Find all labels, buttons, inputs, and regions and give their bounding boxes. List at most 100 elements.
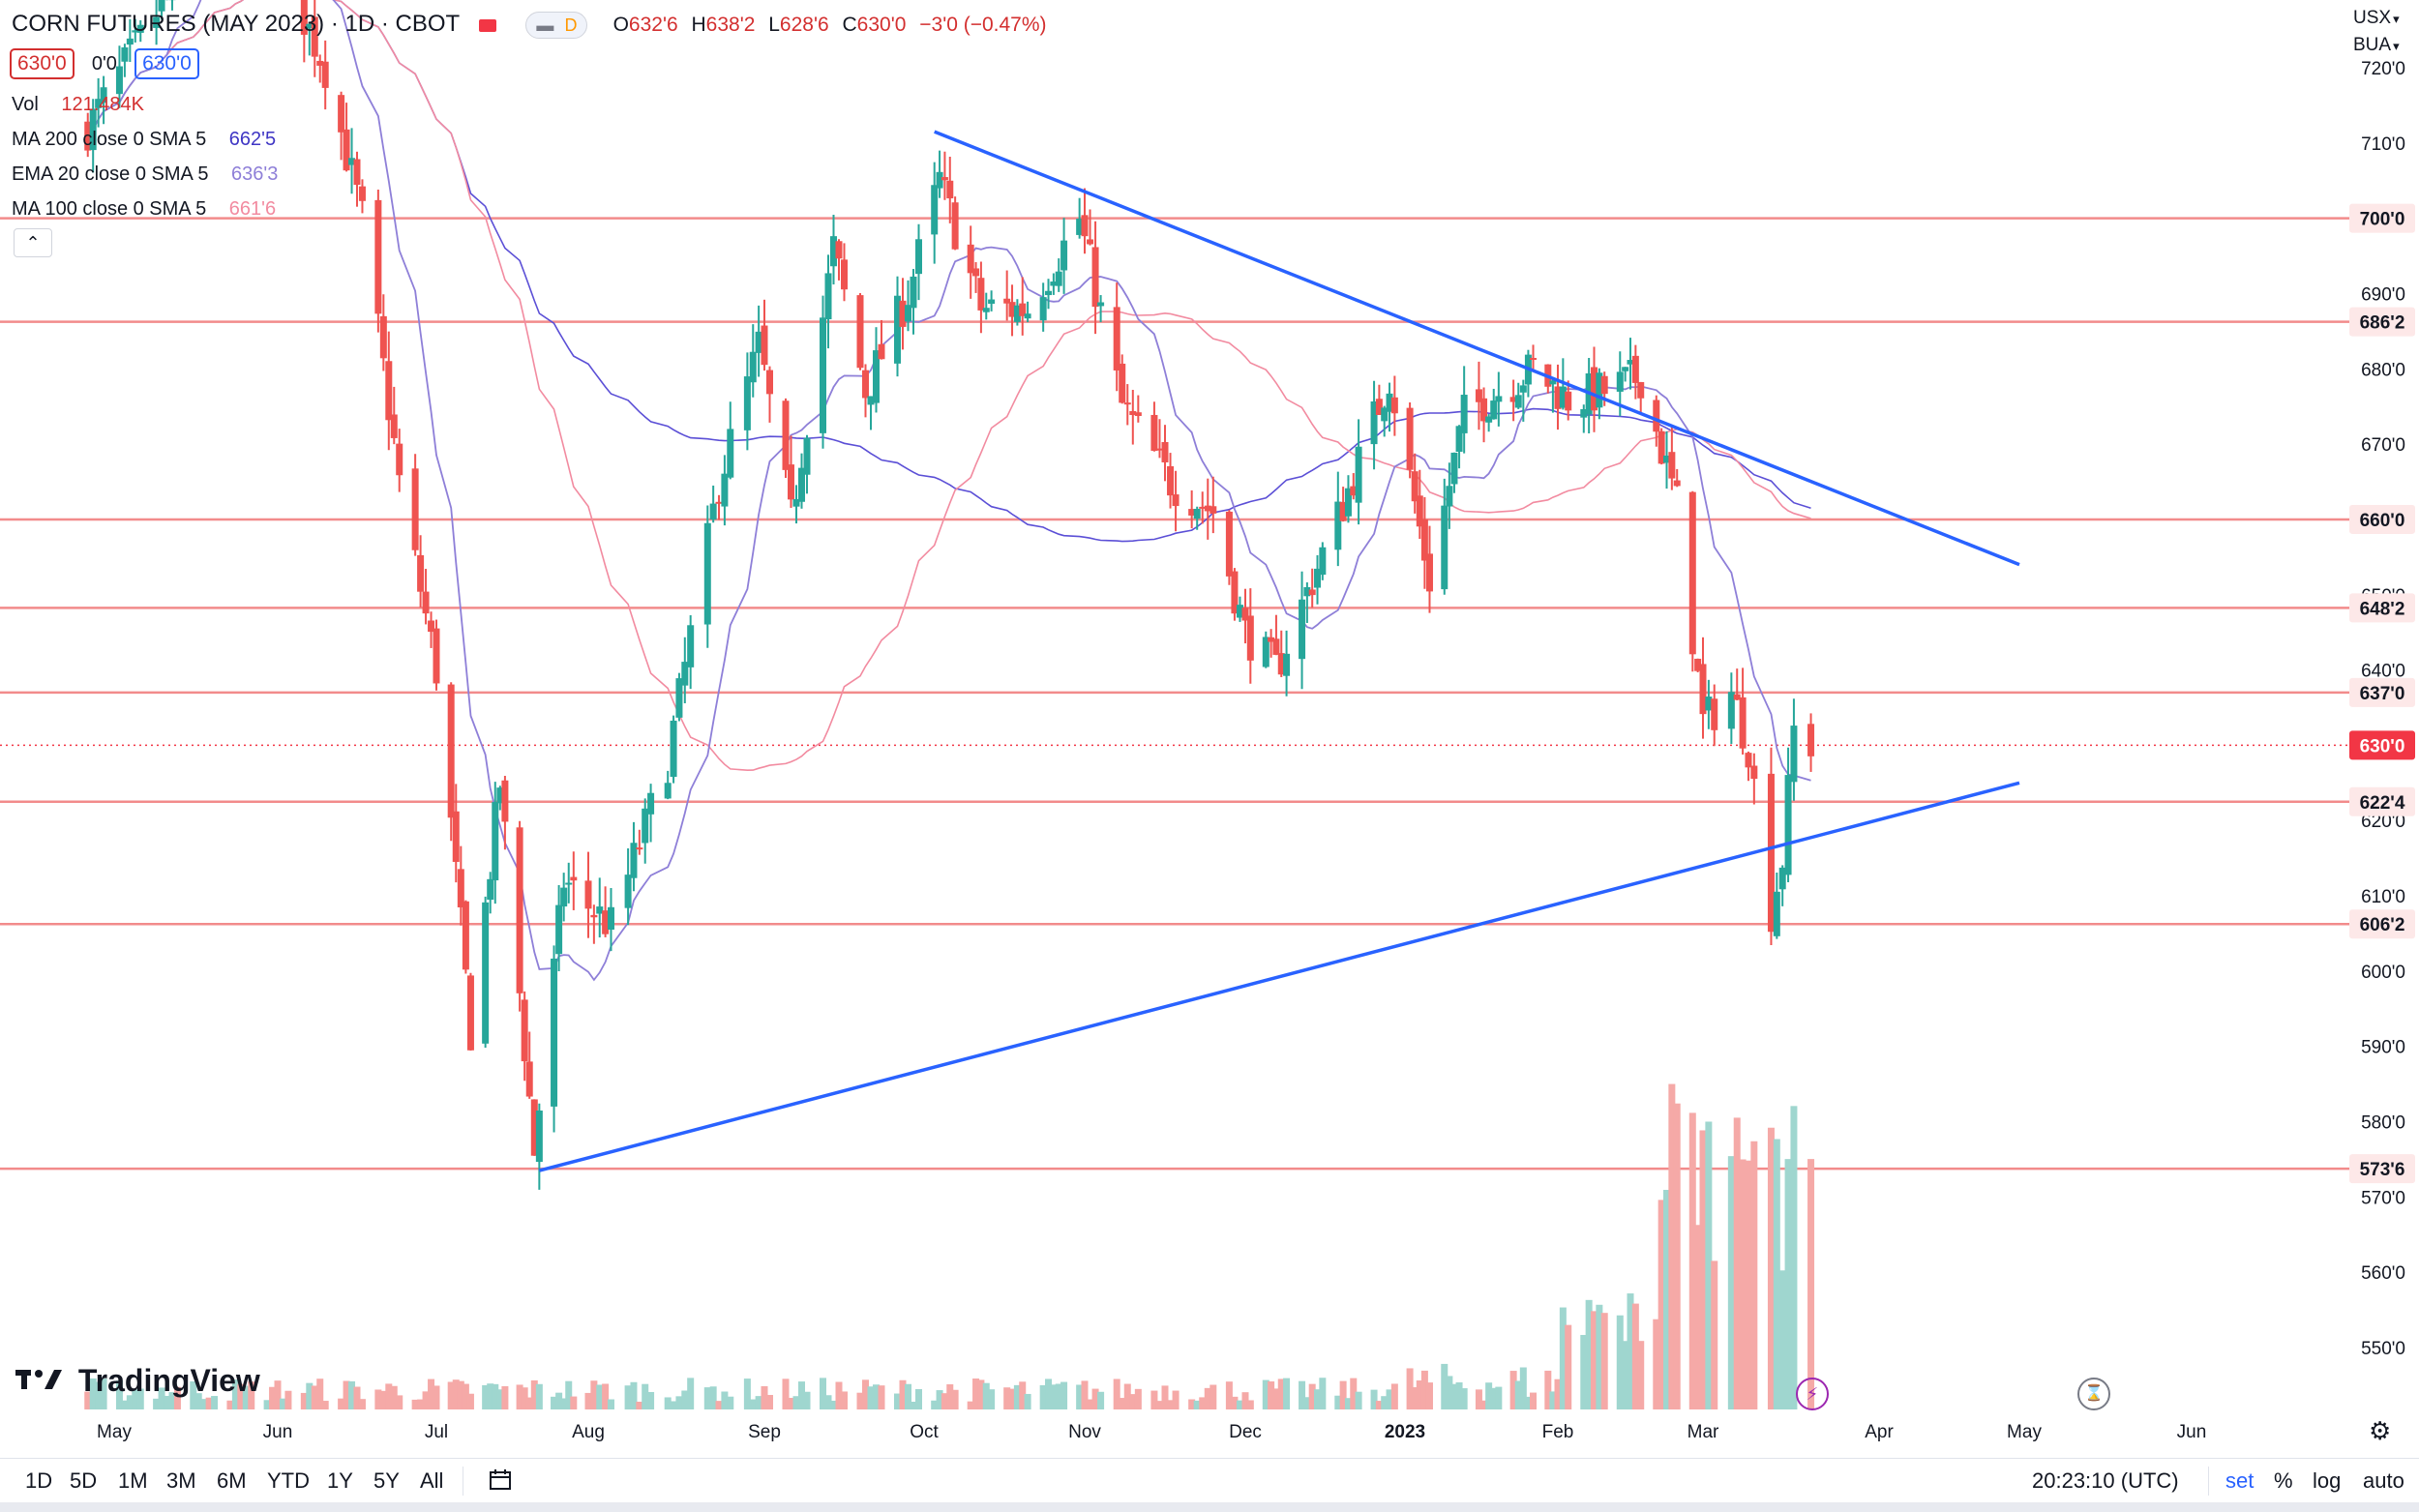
time-tick-label: Nov: [1068, 1422, 1101, 1442]
change-value: −3'0 (−0.47%): [919, 13, 1046, 38]
candle-body: [721, 474, 728, 507]
candle-body: [1774, 892, 1780, 936]
candle-body: [522, 999, 528, 1061]
candle-body: [570, 877, 577, 881]
candle-body: [1450, 453, 1457, 485]
vol-label: Vol: [12, 92, 39, 117]
candle-body: [1283, 654, 1290, 676]
volume-bars: [84, 1084, 1814, 1409]
volume-bar: [727, 1397, 733, 1409]
candlestick: [1345, 475, 1352, 522]
tf-all[interactable]: All: [420, 1468, 443, 1494]
tradingview-mark-icon: [15, 1363, 62, 1399]
time-tick-label: Dec: [1229, 1422, 1262, 1442]
candle-body: [862, 371, 869, 399]
chevron-down-icon: ▾: [2393, 12, 2400, 26]
candle-body: [931, 185, 938, 234]
candlestick: [1263, 632, 1269, 668]
candle-body: [467, 975, 474, 1050]
low-value: 628'6: [780, 13, 829, 38]
candlestick: [879, 320, 885, 360]
price-level-tag-label: 648'2: [2360, 599, 2405, 619]
currency-selector[interactable]: USX ▾: [2353, 8, 2400, 29]
candle-body: [380, 316, 387, 358]
candlestick: [704, 505, 711, 647]
volume-legend[interactable]: Vol 121.484K: [12, 92, 144, 117]
volume-bar: [1674, 1104, 1681, 1409]
candle-body: [417, 555, 424, 592]
ma100-label: MA 100 close 0 SMA 5: [12, 196, 206, 222]
collapse-legend-button[interactable]: ⌃: [14, 228, 52, 257]
price-tick-label: 720'0: [2361, 59, 2405, 79]
candlestick: [1407, 402, 1414, 478]
percent-scale-toggle[interactable]: %: [2274, 1468, 2293, 1494]
candle-body: [1056, 272, 1062, 286]
time-tick-label: Aug: [572, 1422, 605, 1442]
price-tick-label: 550'0: [2361, 1339, 2405, 1359]
price-chart[interactable]: 720'0710'0700'0690'0680'0670'0660'0650'0…: [0, 0, 2419, 1458]
hourglass-event-icon[interactable]: ⌛: [2077, 1378, 2110, 1410]
candle-body: [1807, 724, 1814, 756]
session-set-toggle[interactable]: set: [2225, 1468, 2254, 1494]
auto-scale-toggle[interactable]: auto: [2363, 1468, 2404, 1494]
candle-body: [687, 625, 694, 667]
tf-3m[interactable]: 3M: [166, 1468, 196, 1494]
candle-body: [1087, 239, 1093, 244]
candle-body: [915, 239, 922, 274]
unit-selector[interactable]: BUA ▾: [2353, 35, 2400, 56]
tf-5d[interactable]: 5D: [70, 1468, 97, 1494]
goto-date-icon[interactable]: [489, 1468, 514, 1497]
price-level-tag-label: 573'6: [2360, 1160, 2405, 1180]
candlestick: [762, 300, 768, 371]
candlestick: [570, 851, 577, 910]
candle-body: [857, 295, 864, 368]
candlestick: [1689, 491, 1696, 672]
candle-body: [977, 278, 984, 311]
high-label: H: [691, 13, 705, 38]
candlestick: [433, 620, 440, 691]
candle-body: [374, 200, 381, 313]
ma200-line: [88, 0, 1811, 542]
lightning-event-icon[interactable]: ⚡: [1796, 1378, 1829, 1410]
candle-body: [482, 903, 489, 1044]
sell-button[interactable]: 630'0: [10, 48, 75, 79]
bottom-toolbar: 1D 5D 1M 3M 6M YTD 1Y 5Y All 20:23:10 (U…: [0, 1458, 2419, 1503]
delayed-badge: D: [564, 13, 577, 38]
candle-body: [1617, 371, 1624, 392]
tf-ytd[interactable]: YTD: [267, 1468, 310, 1494]
ma100-legend[interactable]: MA 100 close 0 SMA 5 661'6: [12, 196, 276, 222]
price-level-tag: 637'0: [2349, 678, 2415, 707]
tf-6m[interactable]: 6M: [217, 1468, 247, 1494]
price-tick-label: 560'0: [2361, 1263, 2405, 1284]
volume-bar: [766, 1395, 773, 1409]
tf-5y[interactable]: 5Y: [373, 1468, 400, 1494]
volume-bar: [467, 1394, 474, 1409]
candlestick: [873, 327, 880, 412]
red-flag-icon[interactable]: [479, 19, 496, 32]
ma200-legend[interactable]: MA 200 close 0 SMA 5 662'5: [12, 127, 276, 152]
candlestick: [1247, 588, 1254, 684]
settings-gear-icon[interactable]: ⚙: [2369, 1416, 2391, 1446]
volume-bar: [608, 1400, 614, 1409]
price-axis: 720'0710'0700'0690'0680'0670'0660'0650'0…: [2349, 59, 2415, 1359]
candlestick: [412, 454, 419, 555]
candle-body: [492, 802, 498, 880]
volume-bar: [1426, 1382, 1433, 1409]
market-status-toggle[interactable]: ▬ D: [525, 12, 587, 39]
ema20-label: EMA 20 close 0 SMA 5: [12, 162, 208, 187]
utc-clock[interactable]: 20:23:10 (UTC): [2032, 1468, 2179, 1494]
tf-1d[interactable]: 1D: [25, 1468, 52, 1494]
candle-body: [322, 62, 329, 88]
candlestick: [482, 897, 489, 1048]
tf-1m[interactable]: 1M: [118, 1468, 148, 1494]
buy-button[interactable]: 630'0: [134, 48, 199, 79]
price-tick-label: 690'0: [2361, 284, 2405, 305]
price-tick-label: 610'0: [2361, 887, 2405, 907]
symbol-title[interactable]: CORN FUTURES (MAY 2023) · 1D · CBOT: [12, 12, 460, 37]
candle-body: [1785, 775, 1792, 875]
log-scale-toggle[interactable]: log: [2313, 1468, 2341, 1494]
price-tick-label: 590'0: [2361, 1038, 2405, 1058]
tf-1y[interactable]: 1Y: [327, 1468, 353, 1494]
ema20-legend[interactable]: EMA 20 close 0 SMA 5 636'3: [12, 162, 278, 187]
tradingview-logo[interactable]: TradingView: [15, 1361, 260, 1399]
